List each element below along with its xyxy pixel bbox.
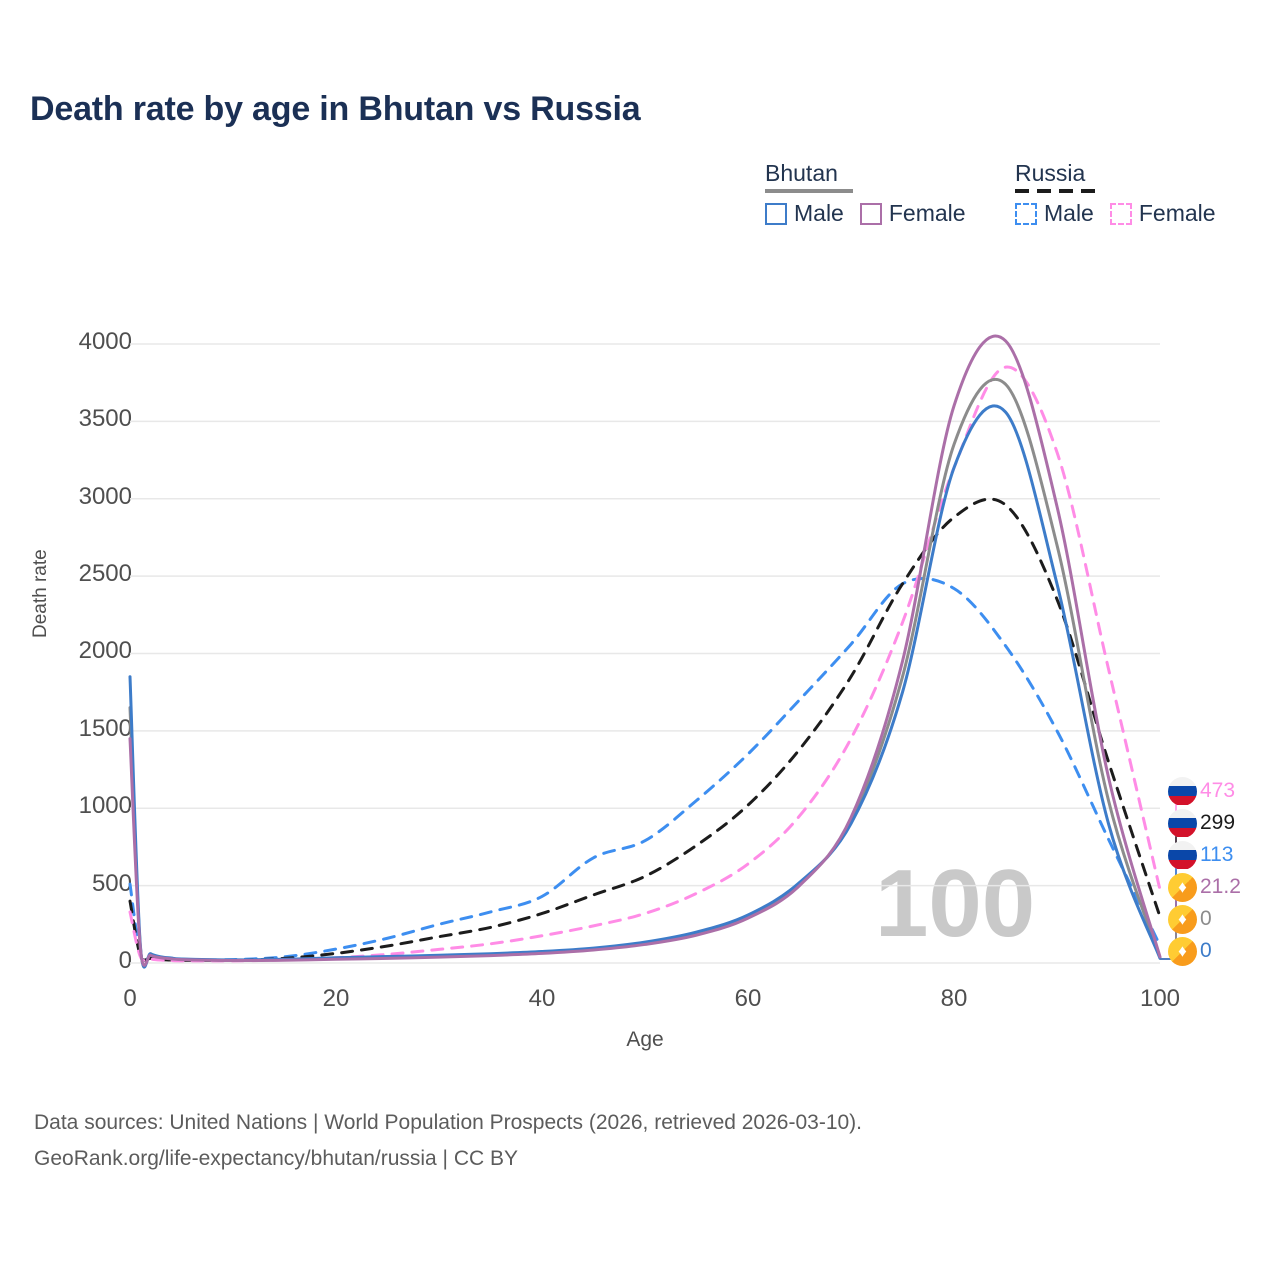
chart-legend: Bhutan Male Female Russia Male — [760, 160, 1260, 246]
series-line-russia-female — [128, 365, 1162, 963]
y-tick-label: 0 — [118, 947, 132, 974]
end-label-value: 0 — [1200, 907, 1212, 930]
footer-line-sources: Data sources: United Nations | World Pop… — [34, 1111, 863, 1134]
y-tick-label: 2500 — [78, 560, 132, 588]
legend-group-russia: Russia Male Female — [1015, 160, 1216, 226]
end-label-row[interactable]: 299 — [1168, 807, 1280, 839]
y-tick-label: 3000 — [78, 482, 132, 510]
x-tick-label: 0 — [123, 985, 137, 1012]
legend-swatch-icon-bhutan-female — [859, 202, 882, 225]
legend-items-bhutan: Male Female — [765, 200, 966, 227]
end-label-row[interactable]: 473 — [1168, 775, 1280, 807]
end-label-value: 21.2 — [1200, 875, 1241, 898]
legend-underline-russia — [1015, 189, 1103, 193]
y-tick-label: 4000 — [78, 327, 132, 355]
end-label-row[interactable]: ♦ 21.2 — [1168, 871, 1280, 903]
series-line-bhutan-female — [128, 334, 1162, 967]
end-label-row[interactable]: ♦ 0 — [1168, 903, 1280, 935]
end-label-value: 299 — [1200, 811, 1236, 834]
end-label-row[interactable]: ♦ 0 — [1168, 935, 1280, 967]
series-line-russia-male — [128, 577, 1162, 962]
legend-underline-bhutan — [765, 189, 853, 193]
legend-swatch-icon-russia-male — [1015, 202, 1037, 225]
legend-group-bhutan: Bhutan Male Female — [765, 160, 966, 226]
end-label-value: 113 — [1200, 843, 1234, 866]
series-line-russia-total — [128, 497, 1162, 962]
end-label-value: 0 — [1200, 939, 1212, 962]
y-tick-label: 500 — [91, 869, 132, 897]
bhutan-flag-icon: ♦ — [1168, 936, 1197, 966]
series-end-labels: 473 299 113 ♦ 21.2 ♦ 0 ♦ 0 — [1168, 775, 1280, 967]
x-tick-label: 40 — [528, 985, 556, 1012]
y-tick-label: 2000 — [78, 637, 132, 665]
series-line-bhutan-male — [128, 404, 1162, 969]
legend-swatch-icon-bhutan-male — [765, 202, 787, 225]
end-label-value: 473 — [1200, 779, 1236, 802]
x-tick-label: 100 — [1139, 985, 1181, 1012]
y-tick-label: 3500 — [78, 405, 132, 433]
x-tick-label: 60 — [734, 985, 762, 1012]
legend-items-russia: Male Female — [1015, 200, 1216, 227]
series-line-bhutan-total — [128, 377, 1162, 968]
legend-label-russia-female: Female — [1138, 200, 1216, 226]
chart-footer: Data sources: United Nations | World Pop… — [34, 1105, 862, 1177]
page-title: Death rate by age in Bhutan vs Russia — [30, 90, 641, 128]
legend-item-bhutan-female[interactable]: Female — [859, 200, 966, 227]
x-tick-label: 80 — [940, 985, 968, 1012]
bhutan-flag-icon: ♦ — [1168, 872, 1197, 902]
end-label-row[interactable]: 113 — [1168, 839, 1280, 871]
plot-area: 100 — [128, 313, 1190, 969]
legend-item-bhutan-male[interactable]: Male — [765, 200, 844, 227]
x-axis-title: Age — [626, 1028, 664, 1051]
legend-item-russia-female[interactable]: Female — [1109, 200, 1216, 227]
legend-country-bhutan: Bhutan — [765, 160, 838, 186]
legend-country-russia: Russia — [1015, 160, 1086, 186]
legend-label-bhutan-male: Male — [794, 200, 844, 226]
russia-flag-icon — [1168, 840, 1197, 870]
legend-item-russia-male[interactable]: Male — [1015, 200, 1094, 227]
footer-line-attribution: GeoRank.org/life-expectancy/bhutan/russi… — [34, 1147, 519, 1170]
legend-swatch-icon-russia-female — [1109, 202, 1132, 225]
y-tick-label: 1000 — [78, 792, 132, 820]
y-tick-label: 1500 — [78, 714, 132, 742]
russia-flag-icon — [1168, 808, 1197, 838]
legend-label-russia-male: Male — [1044, 200, 1094, 226]
y-axis-title: Death rate — [30, 549, 51, 638]
bhutan-flag-icon: ♦ — [1168, 904, 1197, 934]
russia-flag-icon — [1168, 776, 1197, 806]
x-tick-label: 20 — [322, 985, 350, 1012]
chart-plot-svg — [128, 334, 1190, 969]
legend-label-bhutan-female: Female — [888, 200, 966, 226]
